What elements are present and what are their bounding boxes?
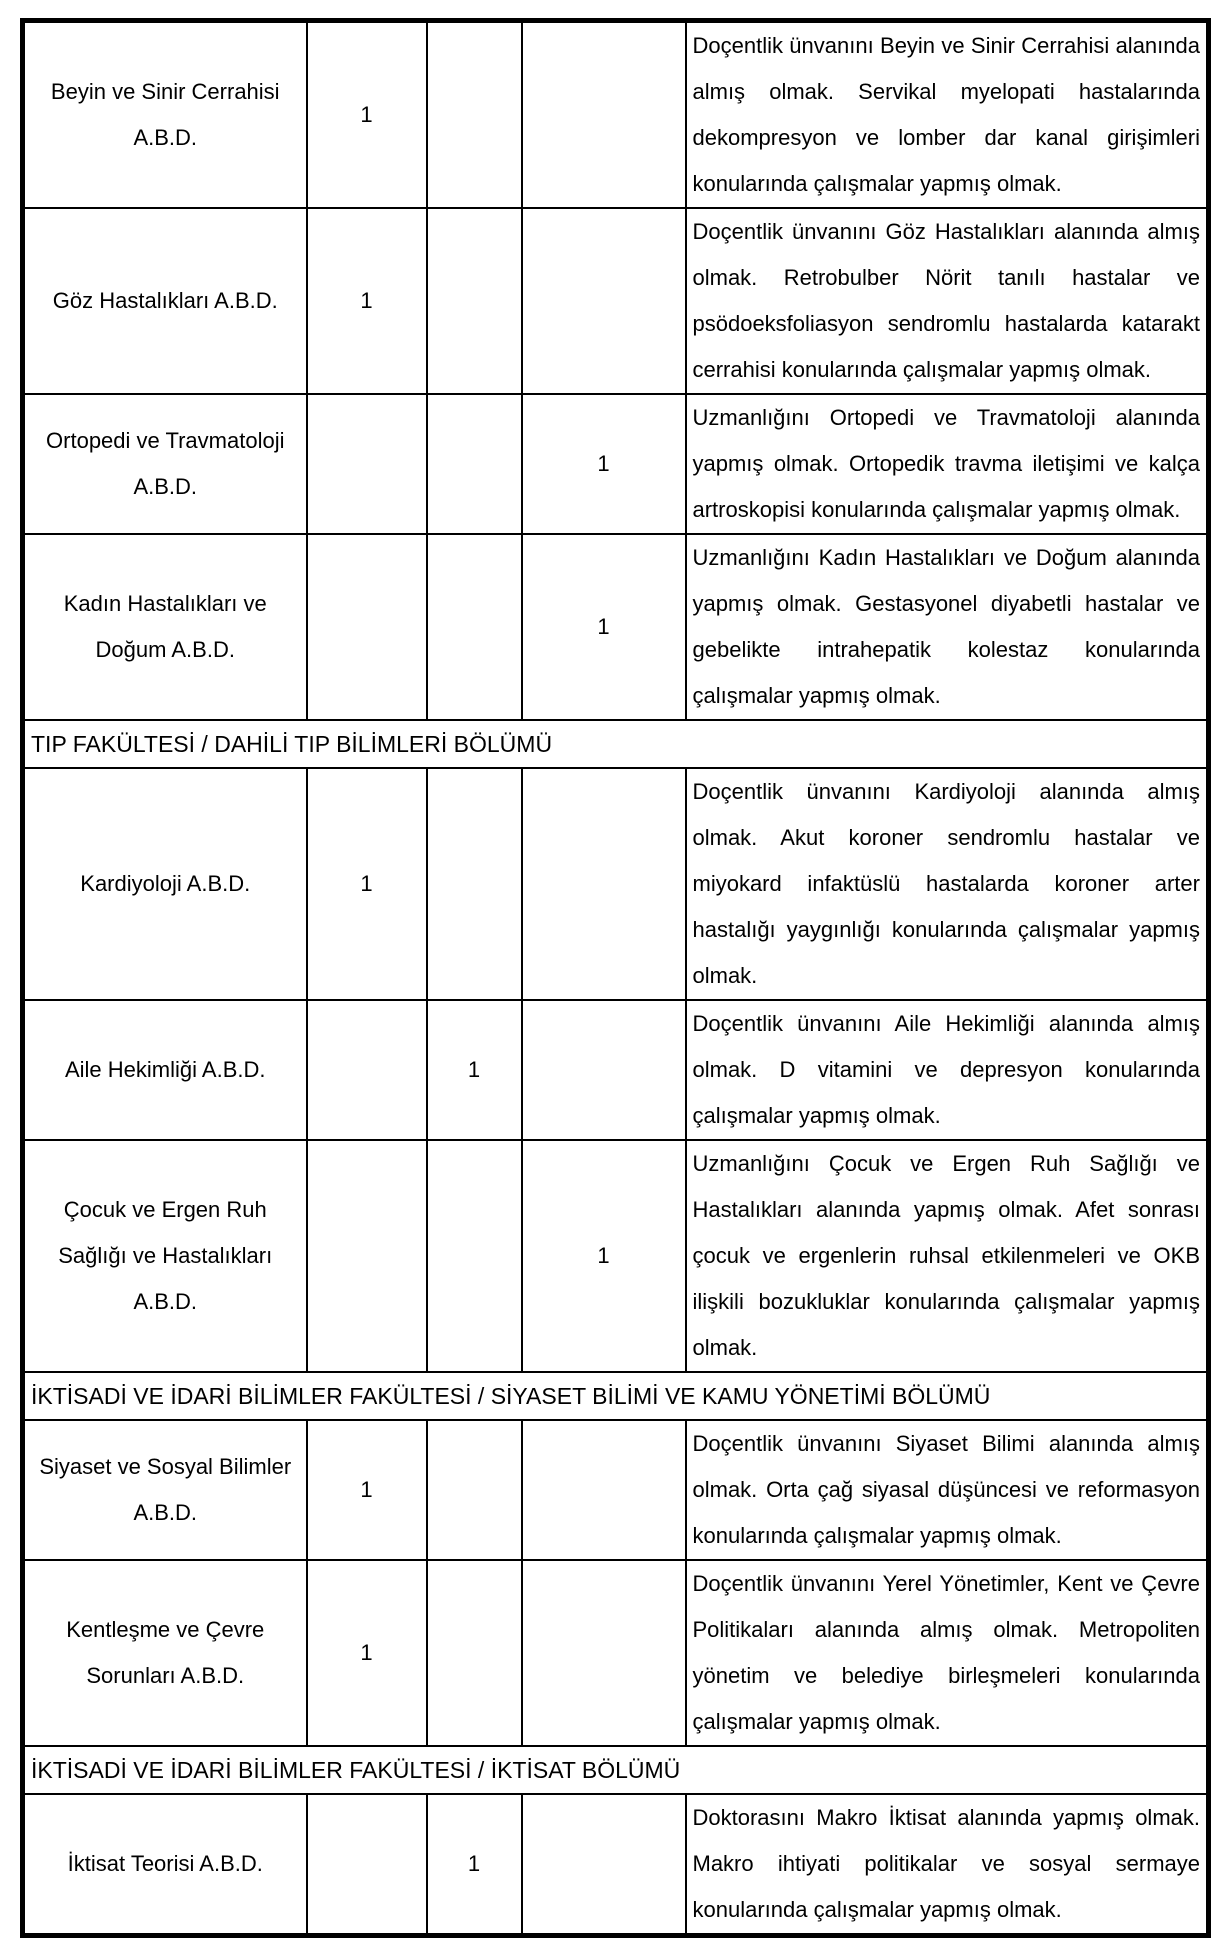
count-cell-1 [305,1793,428,1937]
requirement-cell: Uzmanlığını Çocuk ve Ergen Ruh Sağlığı v… [684,1139,1210,1373]
table-row: İktisat Teorisi A.B.D. 1 Doktorasını Mak… [21,1793,1210,1937]
table-row: Kadın Hastalıkları ve Doğum A.B.D. 1 Uzm… [21,533,1210,721]
count-cell-1: 1 [305,1559,428,1747]
count-cell-3 [520,999,687,1141]
requirement-cell: Uzmanlığını Ortopedi ve Travmatoloji ala… [684,393,1210,535]
count-cell-3: 1 [520,1139,687,1373]
count-cell-3 [520,207,687,395]
requirement-cell: Doçentlik ünvanını Kardiyoloji alanında … [684,767,1210,1001]
count-cell-2 [425,767,523,1001]
department-cell: Aile Hekimliği A.B.D. [21,999,308,1141]
department-cell: İktisat Teorisi A.B.D. [21,1793,308,1937]
department-cell: Göz Hastalıkları A.B.D. [21,207,308,395]
requirement-cell: Doçentlik ünvanını Yerel Yönetimler, Ken… [684,1559,1210,1747]
section-header-label: İKTİSADİ VE İDARİ BİLİMLER FAKÜLTESİ / S… [21,1371,1210,1421]
department-cell: Çocuk ve Ergen Ruh Sağlığı ve Hastalıkla… [21,1139,308,1373]
table-row: Kardiyoloji A.B.D. 1 Doçentlik ünvanını … [21,767,1210,1001]
department-cell: Siyaset ve Sosyal Bilimler A.B.D. [21,1419,308,1561]
requirement-cell: Doçentlik ünvanını Beyin ve Sinir Cerrah… [684,19,1210,209]
requirement-cell: Doçentlik ünvanını Göz Hastalıkları alan… [684,207,1210,395]
department-cell: Kentleşme ve Çevre Sorunları A.B.D. [21,1559,308,1747]
count-cell-1 [305,533,428,721]
section-header-row: İKTİSADİ VE İDARİ BİLİMLER FAKÜLTESİ / İ… [21,1745,1210,1795]
count-cell-1 [305,393,428,535]
count-cell-1 [305,1139,428,1373]
count-cell-3 [520,767,687,1001]
count-cell-3 [520,1559,687,1747]
count-cell-1: 1 [305,207,428,395]
count-cell-2: 1 [425,1793,523,1937]
table-row: Siyaset ve Sosyal Bilimler A.B.D. 1 Doçe… [21,1419,1210,1561]
section-header-row: TIP FAKÜLTESİ / DAHİLİ TIP BİLİMLERİ BÖL… [21,719,1210,769]
requirement-cell: Uzmanlığını Kadın Hastalıkları ve Doğum … [684,533,1210,721]
count-cell-2 [425,1559,523,1747]
section-header-row: İKTİSADİ VE İDARİ BİLİMLER FAKÜLTESİ / S… [21,1371,1210,1421]
count-cell-2 [425,19,523,209]
count-cell-2 [425,207,523,395]
section-header-label: İKTİSADİ VE İDARİ BİLİMLER FAKÜLTESİ / İ… [21,1745,1210,1795]
count-cell-2 [425,533,523,721]
requirement-cell: Doçentlik ünvanını Siyaset Bilimi alanın… [684,1419,1210,1561]
positions-table: Beyin ve Sinir Cerrahisi A.B.D. 1 Doçent… [20,18,1211,1938]
count-cell-3: 1 [520,393,687,535]
count-cell-2 [425,1139,523,1373]
table-row: Ortopedi ve Travmatoloji A.B.D. 1 Uzmanl… [21,393,1210,535]
count-cell-1: 1 [305,1419,428,1561]
table-row: Çocuk ve Ergen Ruh Sağlığı ve Hastalıkla… [21,1139,1210,1373]
count-cell-3 [520,19,687,209]
count-cell-1: 1 [305,767,428,1001]
department-cell: Ortopedi ve Travmatoloji A.B.D. [21,393,308,535]
count-cell-2 [425,1419,523,1561]
count-cell-1: 1 [305,19,428,209]
count-cell-2: 1 [425,999,523,1141]
count-cell-1 [305,999,428,1141]
section-header-label: TIP FAKÜLTESİ / DAHİLİ TIP BİLİMLERİ BÖL… [21,719,1210,769]
requirement-cell: Doçentlik ünvanını Aile Hekimliği alanın… [684,999,1210,1141]
table-row: Aile Hekimliği A.B.D. 1 Doçentlik ünvanı… [21,999,1210,1141]
table-row: Göz Hastalıkları A.B.D. 1 Doçentlik ünva… [21,207,1210,395]
department-cell: Kadın Hastalıkları ve Doğum A.B.D. [21,533,308,721]
count-cell-3: 1 [520,533,687,721]
department-cell: Kardiyoloji A.B.D. [21,767,308,1001]
count-cell-3 [520,1419,687,1561]
count-cell-2 [425,393,523,535]
department-cell: Beyin ve Sinir Cerrahisi A.B.D. [21,19,308,209]
count-cell-3 [520,1793,687,1937]
table-row: Kentleşme ve Çevre Sorunları A.B.D. 1 Do… [21,1559,1210,1747]
table-row: Beyin ve Sinir Cerrahisi A.B.D. 1 Doçent… [21,19,1210,209]
requirement-cell: Doktorasını Makro İktisat alanında yapmı… [684,1793,1210,1937]
